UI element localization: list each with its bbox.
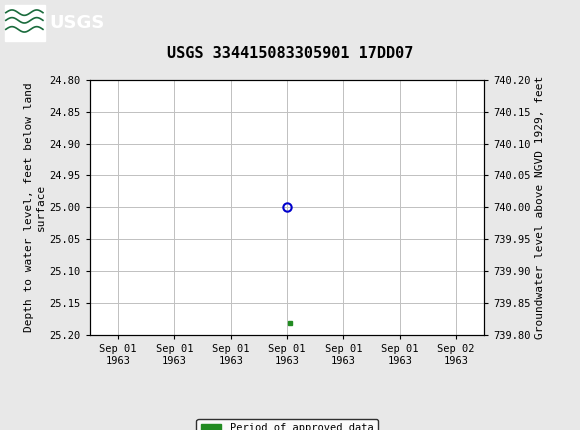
Y-axis label: Groundwater level above NGVD 1929, feet: Groundwater level above NGVD 1929, feet [535, 76, 545, 339]
Legend: Period of approved data: Period of approved data [197, 419, 378, 430]
Text: USGS: USGS [49, 14, 104, 31]
Bar [5, 4, 45, 41]
Y-axis label: Depth to water level, feet below land
surface: Depth to water level, feet below land su… [24, 83, 45, 332]
Text: USGS 334415083305901 17DD07: USGS 334415083305901 17DD07 [167, 46, 413, 61]
